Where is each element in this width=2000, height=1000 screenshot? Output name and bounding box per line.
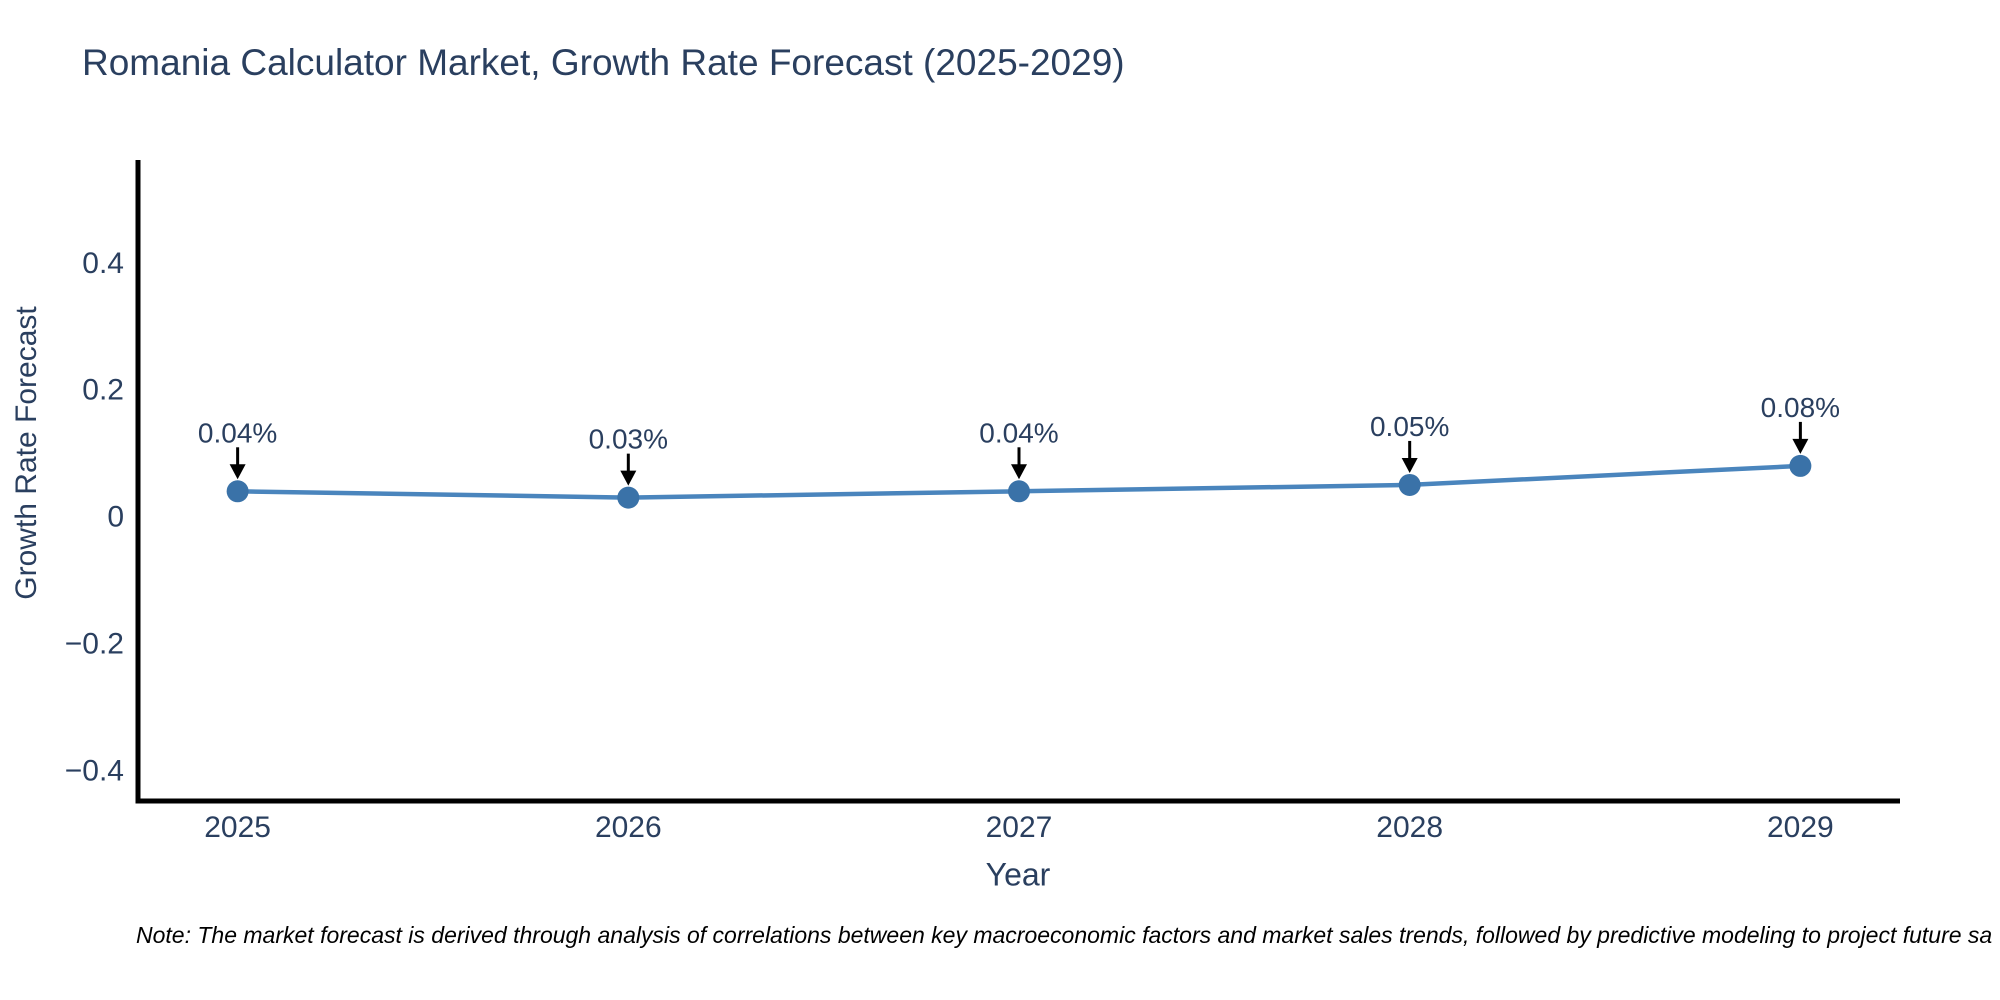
x-tick-label: 2027 bbox=[986, 811, 1053, 844]
annotation-arrow-head bbox=[620, 470, 637, 486]
point-value-label: 0.03% bbox=[589, 424, 668, 455]
chart-title: Romania Calculator Market, Growth Rate F… bbox=[82, 42, 1125, 83]
y-tick-label: −0.2 bbox=[65, 628, 124, 661]
annotation-arrow-head bbox=[1792, 438, 1809, 454]
y-tick-label: 0.2 bbox=[82, 374, 124, 407]
point-value-label: 0.04% bbox=[979, 417, 1058, 448]
y-tick-label: −0.4 bbox=[65, 755, 124, 788]
annotation-arrow-head bbox=[1401, 457, 1418, 473]
x-tick-label: 2026 bbox=[595, 811, 662, 844]
y-axis-title: Growth Rate Forecast bbox=[10, 306, 43, 600]
y-tick-label: 0 bbox=[107, 501, 124, 534]
x-tick-label: 2025 bbox=[204, 811, 271, 844]
footnote: Note: The market forecast is derived thr… bbox=[136, 922, 1993, 948]
point-value-label: 0.05% bbox=[1370, 411, 1449, 442]
data-point bbox=[1008, 480, 1030, 503]
x-tick-label: 2029 bbox=[1767, 811, 1834, 844]
data-point bbox=[226, 480, 249, 503]
data-point bbox=[617, 486, 640, 509]
annotation-arrow-head bbox=[229, 464, 246, 480]
point-value-label: 0.04% bbox=[198, 417, 277, 448]
annotation-arrow-head bbox=[1011, 464, 1027, 480]
x-axis-title: Year bbox=[985, 856, 1051, 893]
x-tick-label: 2028 bbox=[1376, 811, 1443, 844]
data-point bbox=[1398, 473, 1421, 496]
point-value-label: 0.08% bbox=[1761, 392, 1840, 423]
y-tick-label: 0.4 bbox=[82, 247, 124, 280]
data-point bbox=[1789, 454, 1812, 477]
